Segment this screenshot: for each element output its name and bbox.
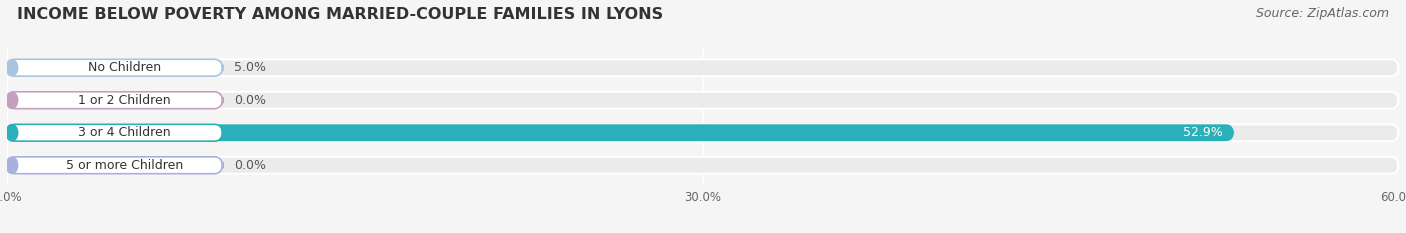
Text: 5 or more Children: 5 or more Children <box>66 159 183 172</box>
FancyBboxPatch shape <box>7 124 1234 141</box>
Circle shape <box>6 157 18 173</box>
FancyBboxPatch shape <box>7 157 1399 174</box>
Text: 0.0%: 0.0% <box>235 94 266 107</box>
FancyBboxPatch shape <box>7 92 1399 109</box>
Text: 0.0%: 0.0% <box>235 159 266 172</box>
FancyBboxPatch shape <box>7 59 222 76</box>
Text: No Children: No Children <box>87 61 160 74</box>
Text: 1 or 2 Children: 1 or 2 Children <box>77 94 170 107</box>
FancyBboxPatch shape <box>7 157 222 174</box>
FancyBboxPatch shape <box>7 59 124 76</box>
Circle shape <box>6 125 18 141</box>
FancyBboxPatch shape <box>7 59 1399 76</box>
Text: 3 or 4 Children: 3 or 4 Children <box>77 126 170 139</box>
Circle shape <box>6 92 18 108</box>
Text: 5.0%: 5.0% <box>235 61 266 74</box>
Text: INCOME BELOW POVERTY AMONG MARRIED-COUPLE FAMILIES IN LYONS: INCOME BELOW POVERTY AMONG MARRIED-COUPL… <box>17 7 664 22</box>
FancyBboxPatch shape <box>7 124 1399 141</box>
Text: Source: ZipAtlas.com: Source: ZipAtlas.com <box>1256 7 1389 20</box>
Circle shape <box>6 60 18 76</box>
FancyBboxPatch shape <box>7 124 222 141</box>
Text: 52.9%: 52.9% <box>1182 126 1223 139</box>
FancyBboxPatch shape <box>7 92 222 109</box>
